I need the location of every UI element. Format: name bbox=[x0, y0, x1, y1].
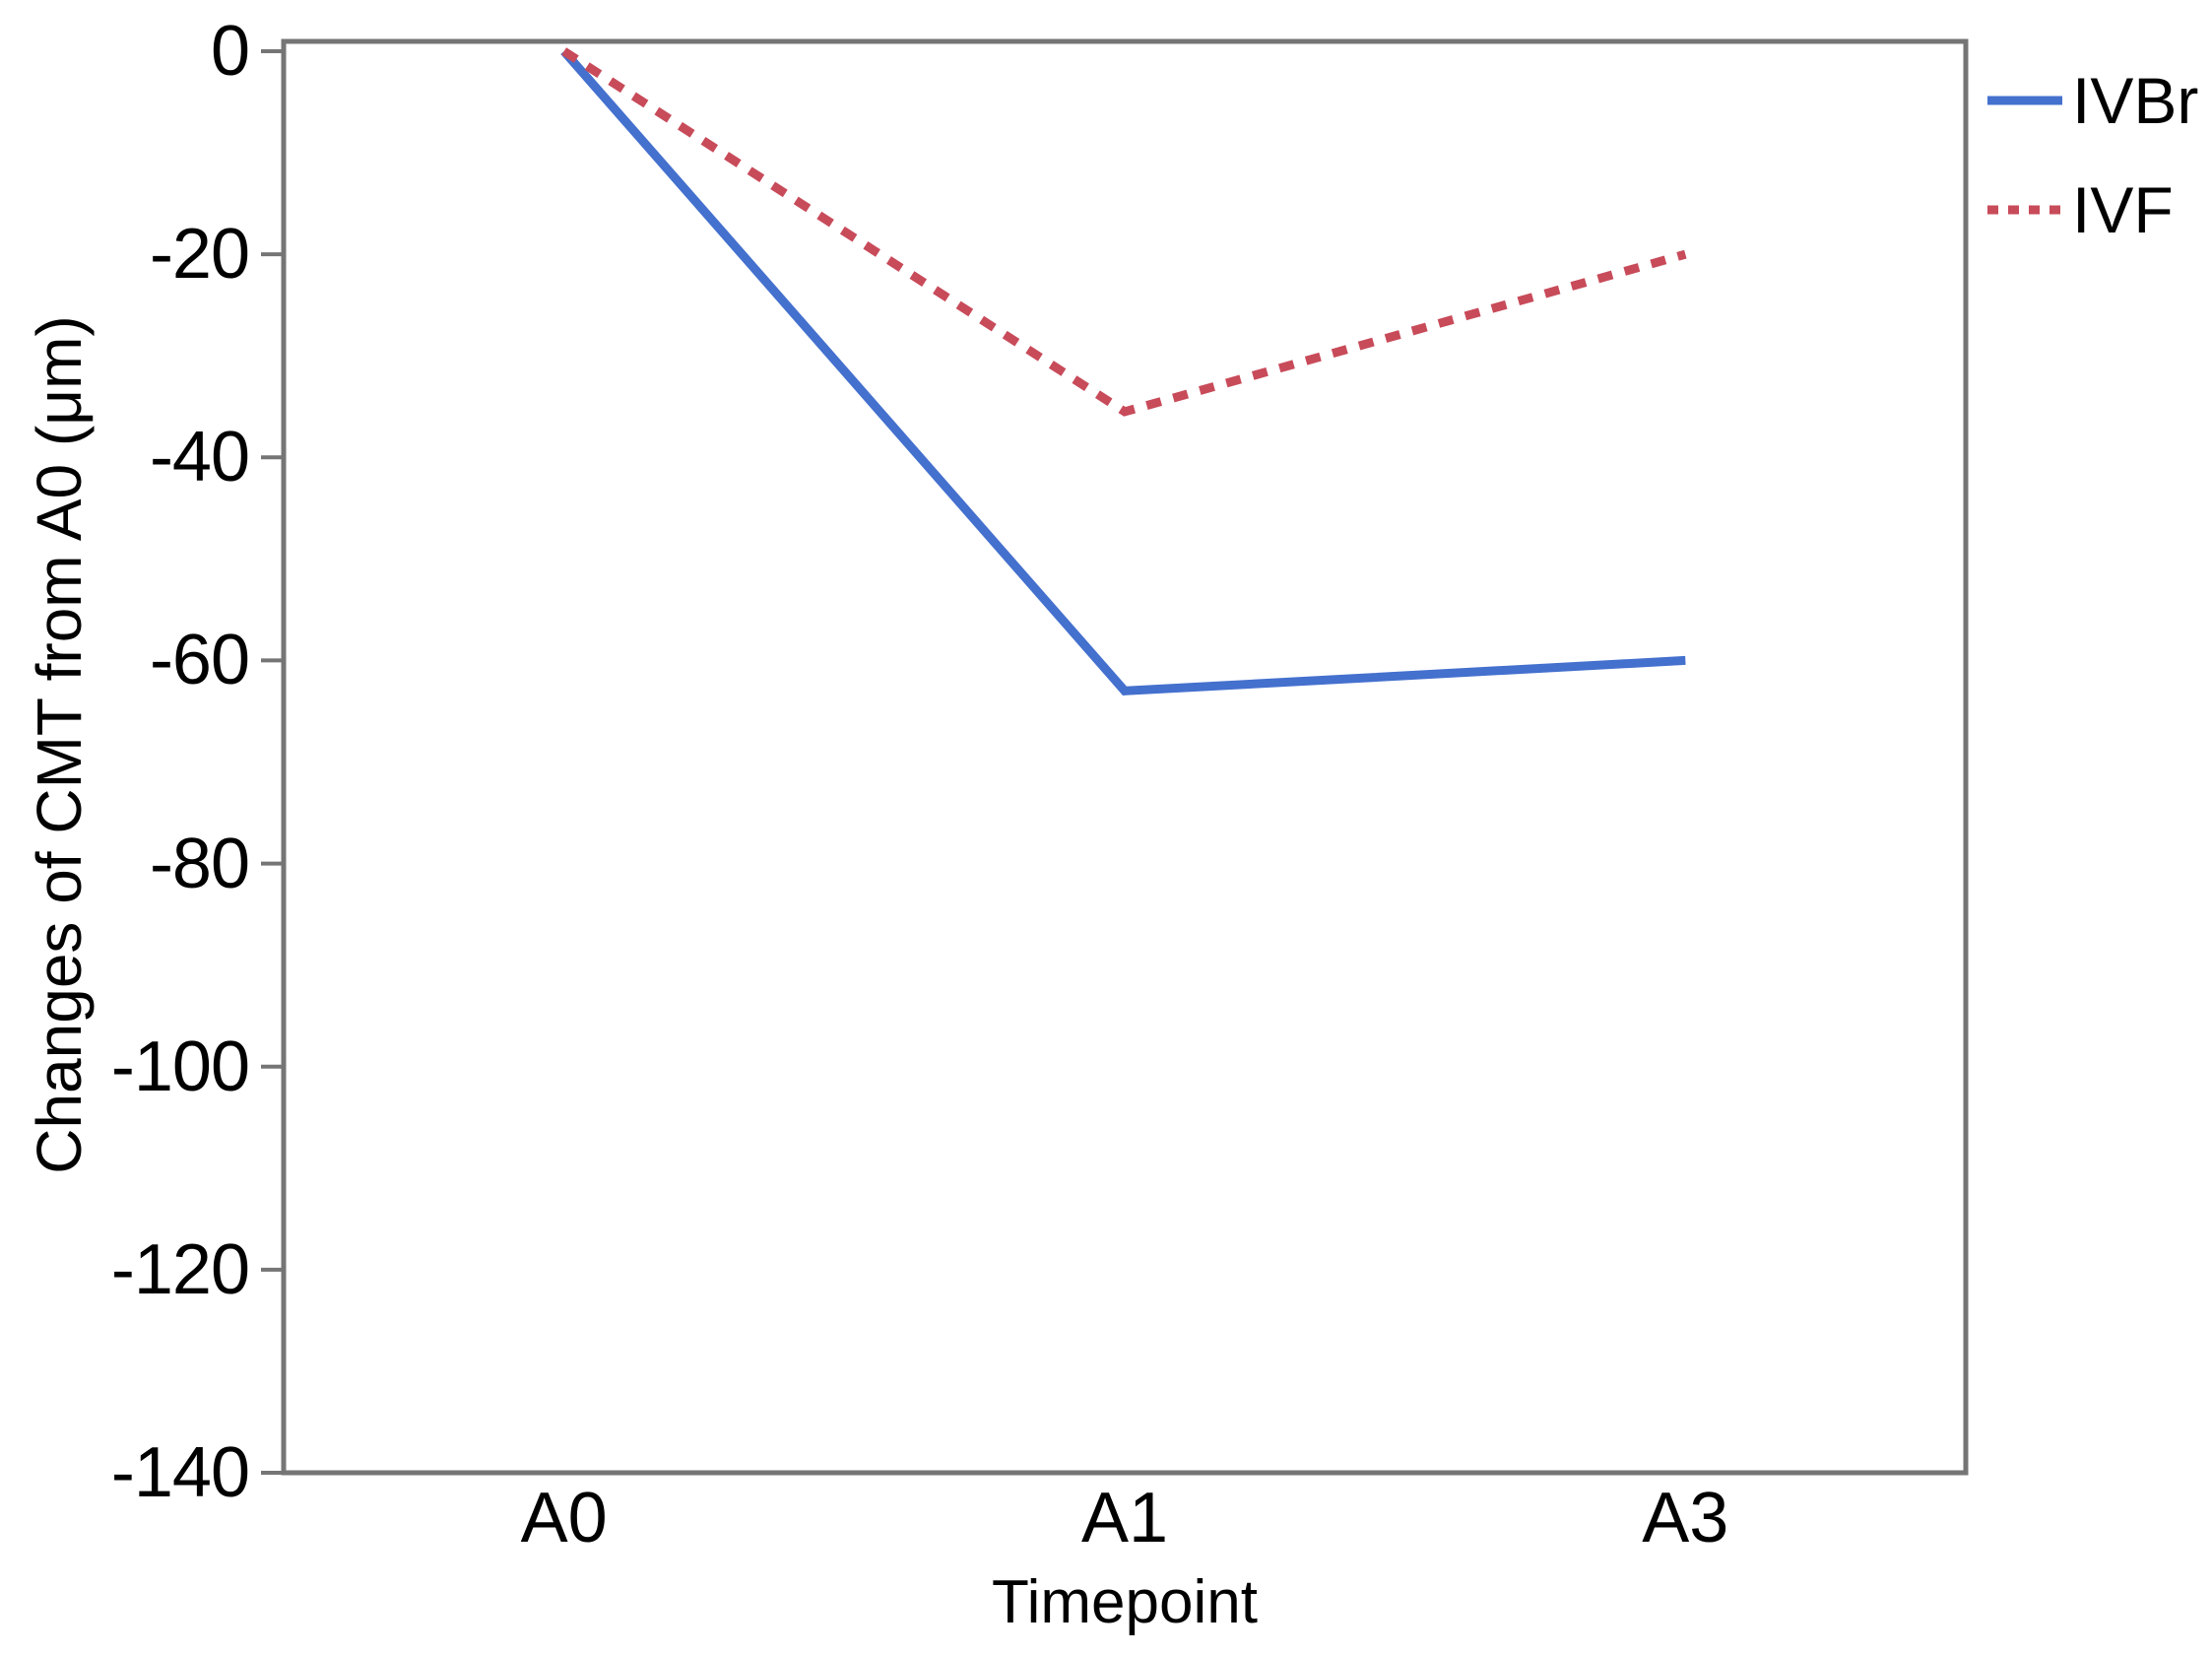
ivf-line-swatch-icon bbox=[1987, 205, 2062, 215]
y-axis-title: Changes of CMT from A0 (μm) bbox=[24, 315, 95, 1174]
y-tick-label: -40 bbox=[149, 418, 250, 497]
y-tick-label: -20 bbox=[149, 215, 250, 295]
x-axis-title: Timepoint bbox=[992, 1568, 1258, 1636]
x-tick-label: A3 bbox=[1642, 1479, 1729, 1557]
y-tick-label: -120 bbox=[110, 1229, 250, 1309]
y-tick-label: -80 bbox=[149, 824, 250, 903]
legend-item-ivbr: IVBr bbox=[1987, 66, 2198, 135]
series-line-ivf bbox=[561, 47, 1687, 417]
y-tick-label: 0 bbox=[210, 12, 250, 91]
y-tick-label: -100 bbox=[110, 1026, 250, 1106]
legend-label-ivbr: IVBr bbox=[2072, 64, 2199, 137]
legend-item-ivf: IVF bbox=[1987, 175, 2174, 244]
plot-border bbox=[281, 38, 1969, 1476]
x-tick-label: A1 bbox=[1080, 1479, 1169, 1557]
x-tick-label: A0 bbox=[520, 1479, 608, 1557]
y-tick-label: -140 bbox=[110, 1433, 250, 1512]
series-line-ivbr bbox=[560, 48, 1686, 695]
legend-label-ivf: IVF bbox=[2072, 173, 2174, 246]
y-tick-label: -60 bbox=[149, 621, 250, 700]
ivbr-line-swatch-icon bbox=[1987, 96, 2062, 105]
